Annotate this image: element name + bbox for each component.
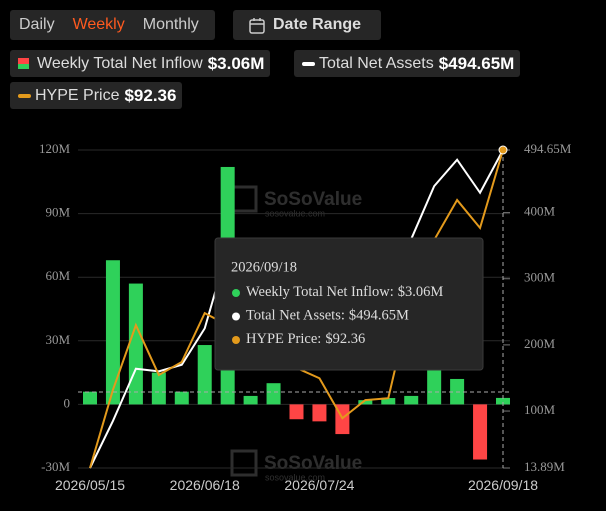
y2-tick-label: 494.65M xyxy=(524,141,572,156)
tooltip-value: $494.65M xyxy=(349,308,409,324)
y2-tick-label: 13.89M xyxy=(524,459,565,474)
tooltip-row: Total Net Assets: $494.65M xyxy=(246,308,409,324)
tooltip-row: Weekly Total Net Inflow: $3.06M xyxy=(246,284,443,300)
legend-icon xyxy=(302,61,315,66)
tab[interactable]: Monthly xyxy=(142,16,199,33)
tooltip-dot xyxy=(232,289,240,297)
watermark-sub: sosovalue.com xyxy=(265,472,325,482)
bar xyxy=(289,404,304,420)
bar xyxy=(105,260,120,405)
watermark-text: SoSoValue xyxy=(264,189,362,210)
tooltip-value: $92.36 xyxy=(325,331,365,347)
legend-value: $3.06M xyxy=(207,53,265,73)
x-tick-label: 2026/06/18 xyxy=(170,477,240,493)
tooltip: 2026/09/18 Weekly Total Net Inflow: $3.06M… xyxy=(214,237,484,371)
legend-label: Total Net Assets xyxy=(319,54,434,72)
watermark-text: SoSoValue xyxy=(264,453,362,474)
watermark-logo xyxy=(230,449,258,477)
bar xyxy=(83,391,97,405)
bar xyxy=(381,398,396,405)
button-label: Date Range xyxy=(273,16,362,33)
legend-value: $494.65M xyxy=(438,53,515,73)
x-tick-label: 2026/07/24 xyxy=(284,477,354,493)
tooltip-label: Total Net Assets: xyxy=(246,308,345,324)
y2-tick-label: 200M xyxy=(524,336,556,351)
bar xyxy=(427,362,442,405)
legend-item[interactable]: HYPE Price $92.36 xyxy=(10,82,183,109)
date-range-button[interactable]: Date Range xyxy=(233,10,381,40)
period-tabs: Daily Weekly Monthly xyxy=(10,10,215,40)
legend-icon xyxy=(18,58,29,69)
tooltip-dot xyxy=(232,336,240,344)
legend-icon xyxy=(18,93,31,98)
y-tick-label: 60M xyxy=(45,268,70,283)
hover-dot xyxy=(498,145,508,155)
tooltip-value: $3.06M xyxy=(398,284,444,300)
tooltip-dot xyxy=(232,312,240,321)
legend-item[interactable]: Weekly Total Net Inflow $3.06M xyxy=(10,50,271,77)
bar xyxy=(243,395,258,405)
y-tick-label: 120M xyxy=(39,141,71,156)
x-tick-label: 2026/05/15 xyxy=(55,477,125,493)
bar xyxy=(404,395,419,405)
bar xyxy=(473,404,488,460)
tooltip-date: 2026/09/18 xyxy=(231,259,297,275)
y2-tick-label: 400M xyxy=(524,204,556,219)
x-tick-label: 2026/09/18 xyxy=(468,477,538,493)
y-tick-label: 0 xyxy=(64,395,71,410)
y2-tick-label: 100M xyxy=(524,402,556,417)
y2-tick-label: 300M xyxy=(524,270,556,285)
bar xyxy=(266,383,281,405)
tab[interactable]: Daily xyxy=(19,16,55,33)
tooltip-label: Weekly Total Net Inflow: xyxy=(246,284,394,300)
legend-value: $92.36 xyxy=(124,85,177,105)
bar xyxy=(312,404,327,422)
watermark-logo xyxy=(230,185,258,213)
bar xyxy=(151,372,166,405)
y-tick-label: 90M xyxy=(45,205,70,220)
bar xyxy=(128,283,143,405)
legend-label: Weekly Total Net Inflow xyxy=(37,54,203,72)
tooltip-box xyxy=(214,237,484,371)
bar xyxy=(496,397,510,405)
tooltip-label: HYPE Price: xyxy=(246,331,321,347)
tooltip-row: HYPE Price: $92.36 xyxy=(246,331,365,347)
y-tick-label: 30M xyxy=(45,332,70,347)
calendar-icon xyxy=(249,17,265,34)
bar xyxy=(358,400,373,405)
bar xyxy=(174,391,189,405)
legend-label: HYPE Price xyxy=(35,86,120,104)
tab[interactable]: Weekly xyxy=(72,16,125,33)
legend-item[interactable]: Total Net Assets $494.65M xyxy=(294,50,521,77)
bar xyxy=(197,345,212,405)
y-tick-label: -30M xyxy=(41,459,70,474)
